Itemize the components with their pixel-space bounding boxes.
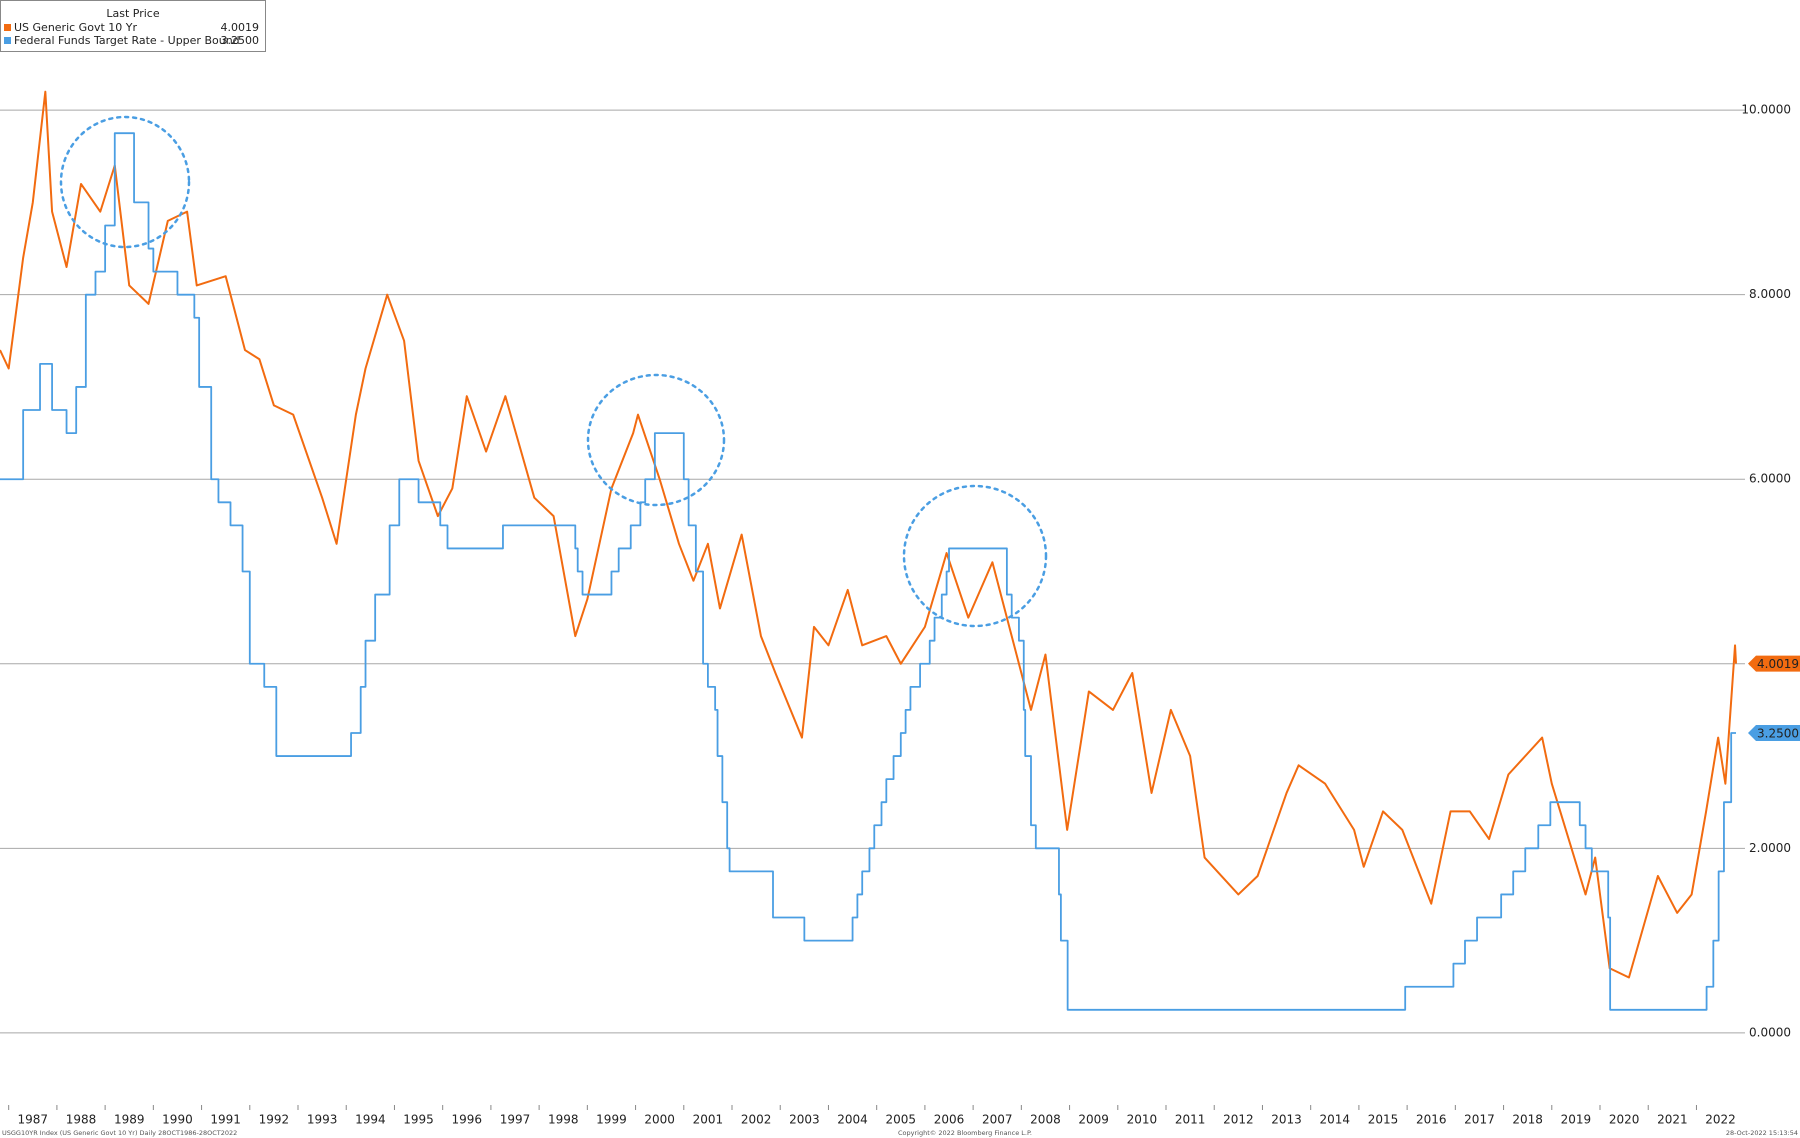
highlight-circle [586,373,726,507]
legend-label: US Generic Govt 10 Yr [14,21,137,34]
x-tick-label: 2004 [837,1113,868,1127]
x-tick-label: 2002 [741,1113,772,1127]
x-tick-label: 1993 [307,1113,338,1127]
y-tick-label: 10.0000 [1741,103,1791,117]
x-tick-label: 1992 [259,1113,290,1127]
highlight-circle [902,484,1048,628]
x-tick-label: 1995 [403,1113,434,1127]
x-tick-label: 1991 [210,1113,241,1127]
y-tick-label: 6.0000 [1749,472,1791,486]
last-price-label: 3.2500 [1757,726,1799,740]
x-tick-label: 1999 [596,1113,627,1127]
last-price-tag [1748,655,1800,672]
x-tick-label: 2008 [1030,1113,1061,1127]
x-tick-label: 2014 [1320,1113,1351,1127]
legend-swatch [4,37,11,44]
x-tick-label: 2020 [1609,1113,1640,1127]
highlight-circle [59,115,191,249]
footer-center: Copyright© 2022 Bloomberg Finance L.P. [898,1129,1032,1137]
x-tick-label: 1996 [452,1113,483,1127]
x-tick-label: 2017 [1464,1113,1495,1127]
x-tick-label: 2010 [1127,1113,1158,1127]
legend-title: Last Price [106,7,159,20]
x-tick-label: 1998 [548,1113,579,1127]
series-line [0,132,1736,1011]
x-tick-label: 2019 [1561,1113,1592,1127]
x-tick-label: 2000 [644,1113,675,1127]
y-tick-label: 8.0000 [1749,287,1791,301]
x-tick-label: 1994 [355,1113,386,1127]
legend-label: Federal Funds Target Rate - Upper Bound [14,34,240,47]
last-price-label: 4.0019 [1757,657,1799,671]
legend-box [0,0,266,52]
legend-swatch [4,24,11,31]
x-tick-label: 2015 [1368,1113,1399,1127]
x-tick-label: 2016 [1416,1113,1447,1127]
x-tick-label: 2013 [1271,1113,1302,1127]
x-tick-label: 1990 [162,1113,193,1127]
footer-right: 28-Oct-2022 15:13:54 [1726,1129,1798,1137]
x-tick-label: 2007 [982,1113,1013,1127]
x-tick-label: 2018 [1512,1113,1543,1127]
series-line [0,90,1737,979]
x-tick-label: 2009 [1078,1113,1109,1127]
x-tick-label: 2003 [789,1113,820,1127]
footer-left: USGG10YR Index (US Generic Govt 10 Yr) D… [2,1129,237,1137]
x-tick-label: 1987 [18,1113,49,1127]
legend-value: 3.2500 [221,34,260,47]
y-tick-label: 0.0000 [1749,1025,1791,1039]
x-tick-label: 1988 [66,1113,97,1127]
x-tick-label: 1989 [114,1113,145,1127]
x-tick-label: 2001 [693,1113,724,1127]
last-price-tag [1748,724,1800,741]
x-tick-label: 2011 [1175,1113,1206,1127]
x-tick-label: 2006 [934,1113,965,1127]
y-tick-label: 2.0000 [1749,841,1791,855]
x-tick-label: 2012 [1223,1113,1254,1127]
x-tick-label: 1997 [500,1113,531,1127]
legend-value: 4.0019 [221,21,260,34]
x-tick-label: 2021 [1657,1113,1688,1127]
x-tick-label: 2005 [886,1113,917,1127]
x-tick-label: 2022 [1705,1113,1736,1127]
